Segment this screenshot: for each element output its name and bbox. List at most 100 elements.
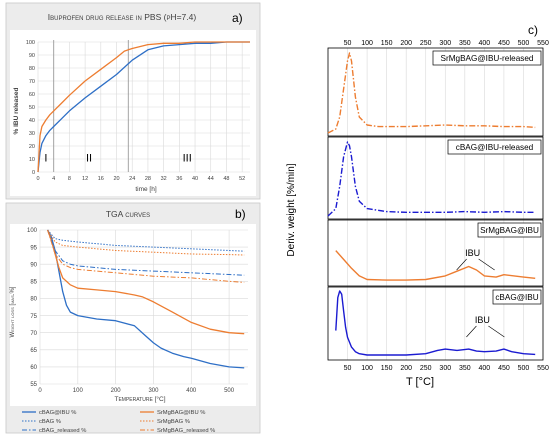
tga-y-axis-label: Weight loss [mas.%]	[10, 286, 16, 337]
tga-y-tick-label: 55	[30, 382, 37, 388]
release-y-tick-label: 20	[29, 144, 35, 150]
release-y-tick-label: 70	[29, 79, 35, 85]
release-y-tick-label: 40	[29, 118, 35, 124]
dtg-x-tick-label-top: 350	[459, 40, 471, 47]
release-chart-title: Ibuprofen drug release in PBS (pH=7.4)	[48, 12, 197, 22]
dtg-subplot-frame	[327, 219, 544, 287]
dtg-subplot-frame	[327, 286, 544, 361]
stage-label: II	[86, 153, 92, 165]
release-x-tick-label: 32	[161, 176, 167, 182]
dtg-x-tick-label-bottom: 550	[537, 365, 549, 372]
dtg-x-tick-label-top: 300	[439, 40, 451, 47]
dtg-annotation-pointer	[466, 325, 477, 338]
dtg-panel-c: c) Deriv. weight [%/min] T [°C] SrMgBAG@…	[268, 0, 550, 436]
tga-x-axis-label: Temperature [°C]	[114, 395, 165, 403]
dtg-subplot-label-box	[447, 139, 542, 155]
tga-legend-label: cBAG@IBU %	[39, 410, 76, 416]
dtg-subplot-frame	[327, 136, 544, 220]
tga-x-tick-label: 200	[111, 388, 122, 394]
dtg-x-tick-label-top: 450	[498, 40, 510, 47]
tga-y-tick-label: 65	[30, 348, 37, 354]
dtg-x-tick-label-bottom: 50	[344, 365, 352, 372]
dtg-x-tick-label-top: 550	[537, 40, 549, 47]
release-y-tick-label: 90	[29, 53, 35, 59]
release-y-axis-label: % IBU released	[13, 87, 20, 134]
dtg-annotation-pointer	[488, 325, 505, 338]
dtg-x-tick-label-bottom: 500	[518, 365, 530, 372]
tga-y-tick-label: 85	[30, 280, 37, 286]
release-x-tick-label: 16	[98, 176, 104, 182]
dtg-x-tick-label-top: 200	[400, 40, 412, 47]
tga-x-tick-label: 0	[38, 388, 42, 394]
dtg-x-tick-label-bottom: 250	[420, 365, 432, 372]
tga-chart-title: TGA curves	[106, 209, 150, 219]
tga-y-tick-label: 95	[30, 245, 37, 251]
dtg-x-tick-label-bottom: 400	[479, 365, 491, 372]
tga-x-tick-label: 500	[224, 388, 235, 394]
tga-chart-svg: TGA curves b) Weight loss [mas.%] Temper…	[5, 202, 261, 434]
release-y-tick-label: 50	[29, 105, 35, 111]
release-x-axis-label: time [h]	[135, 186, 157, 193]
panel-label-a: a)	[232, 11, 243, 25]
release-x-tick-label: 8	[68, 176, 71, 182]
release-y-tick-label: 80	[29, 66, 35, 72]
release-x-tick-label: 40	[192, 176, 198, 182]
stage-label: III	[183, 153, 192, 165]
dtg-x-tick-label-bottom: 200	[400, 365, 412, 372]
dtg-x-tick-label-top: 100	[361, 40, 373, 47]
dtg-subplot-label: cBAG@IBU-released	[456, 143, 534, 152]
dtg-series-line	[335, 250, 536, 281]
release-x-tick-label: 44	[208, 176, 214, 182]
release-x-tick-label: 48	[223, 176, 229, 182]
dtg-subplot-label: SrMgBAG@IBU-released	[441, 54, 534, 63]
release-y-tick-label: 10	[29, 157, 35, 163]
release-chart-svg: Ibuprofen drug release in PBS (pH=7.4) a…	[5, 2, 261, 200]
dtg-x-tick-label-top: 50	[344, 40, 352, 47]
release-x-tick-label: 52	[239, 176, 245, 182]
dtg-x-tick-label-top: 400	[479, 40, 491, 47]
dtg-annotation-pointer	[456, 258, 467, 271]
dtg-x-tick-label-top: 500	[518, 40, 530, 47]
tga-legend-label: SrMgBAG@IBU %	[157, 410, 205, 416]
dtg-x-tick-label-bottom: 450	[498, 365, 510, 372]
tga-series-line-5	[47, 229, 245, 276]
tga-y-tick-label: 100	[27, 228, 38, 234]
tga-series-line-3	[47, 229, 245, 252]
release-x-tick-label: 4	[52, 176, 55, 182]
panel-label-c: c)	[528, 23, 538, 37]
dtg-x-tick-label-bottom: 300	[439, 365, 451, 372]
dtg-x-tick-label-top: 150	[381, 40, 393, 47]
tga-y-tick-label: 90	[30, 262, 37, 268]
tga-x-tick-label: 300	[148, 388, 159, 394]
dtg-x-tick-label-bottom: 350	[459, 365, 471, 372]
dtg-subplot-3: SrMgBAG@IBU IBU	[327, 219, 544, 287]
tga-series-line-6	[47, 229, 245, 283]
dtg-subplot-4: cBAG@IBU IBU	[327, 286, 544, 361]
stage-label: I	[44, 153, 47, 165]
dtg-series-line	[327, 141, 536, 217]
tga-series-line-1	[47, 229, 245, 369]
dtg-x-tick-label-bottom: 150	[381, 365, 393, 372]
dtg-y-axis-label: Deriv. weight [%/min]	[286, 163, 297, 256]
dtg-subplot-2: cBAG@IBU-released	[327, 136, 544, 220]
panel-label-b: b)	[235, 207, 246, 221]
tga-y-tick-label: 80	[30, 297, 37, 303]
dtg-subplot-label: SrMgBAG@IBU	[480, 226, 539, 235]
dtg-subplot-label-box	[477, 222, 542, 238]
tga-legend-label: SrMgBAG_released %	[157, 428, 215, 434]
dtg-subplot-frame	[327, 47, 544, 137]
tga-panel-b: TGA curves b) Weight loss [mas.%] Temper…	[0, 202, 262, 436]
dtg-ibu-annotation: IBU	[465, 248, 480, 258]
release-y-tick-label: 0	[32, 170, 35, 176]
release-y-tick-label: 100	[26, 40, 35, 46]
tga-legend-label: SrMgBAG %	[157, 419, 190, 425]
tga-y-tick-label: 60	[30, 365, 37, 371]
dtg-series-line	[335, 290, 536, 356]
dtg-annotation-pointer	[478, 258, 495, 271]
release-x-tick-label: 28	[145, 176, 151, 182]
dtg-subplot-label-box	[492, 289, 542, 305]
dtg-x-axis-label: T [°C]	[406, 376, 434, 388]
release-x-tick-label: 36	[176, 176, 182, 182]
dtg-x-tick-label-top: 250	[420, 40, 432, 47]
dtg-x-tick-label-bottom: 100	[361, 365, 373, 372]
